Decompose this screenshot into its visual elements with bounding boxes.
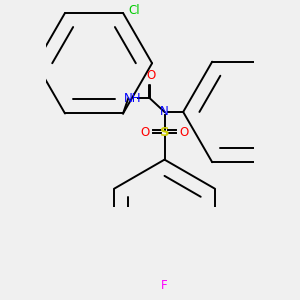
Text: O: O: [146, 69, 156, 82]
Text: NH: NH: [124, 92, 141, 105]
Text: F: F: [161, 279, 168, 292]
Text: N: N: [160, 105, 169, 119]
Text: O: O: [179, 126, 188, 139]
Text: S: S: [160, 126, 169, 139]
Text: Cl: Cl: [128, 4, 140, 17]
Text: O: O: [141, 126, 150, 139]
